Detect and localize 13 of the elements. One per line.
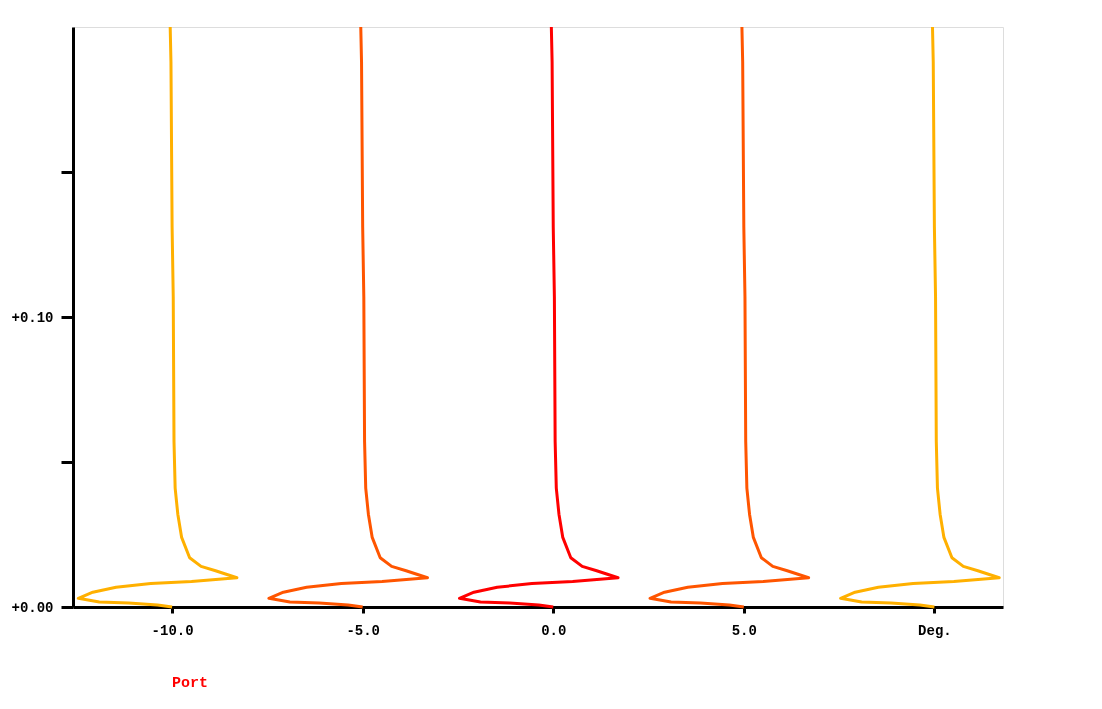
text: Port <box>172 675 209 692</box>
x-tick-label: -10.0 <box>151 622 194 639</box>
x-tick-label: Deg. <box>918 622 952 639</box>
y-tick-label: +0.10 <box>11 309 54 326</box>
x-tick-label: 5.0 <box>731 622 757 639</box>
x-tick-label: 0.0 <box>541 622 567 639</box>
line-series <box>839 25 1001 609</box>
line-series <box>76 25 239 609</box>
line-series <box>457 25 620 609</box>
line-series <box>267 25 429 609</box>
y-tick-label: +0.00 <box>11 599 54 616</box>
x-tick-label: -5.0 <box>346 622 380 639</box>
line-series <box>648 25 811 609</box>
